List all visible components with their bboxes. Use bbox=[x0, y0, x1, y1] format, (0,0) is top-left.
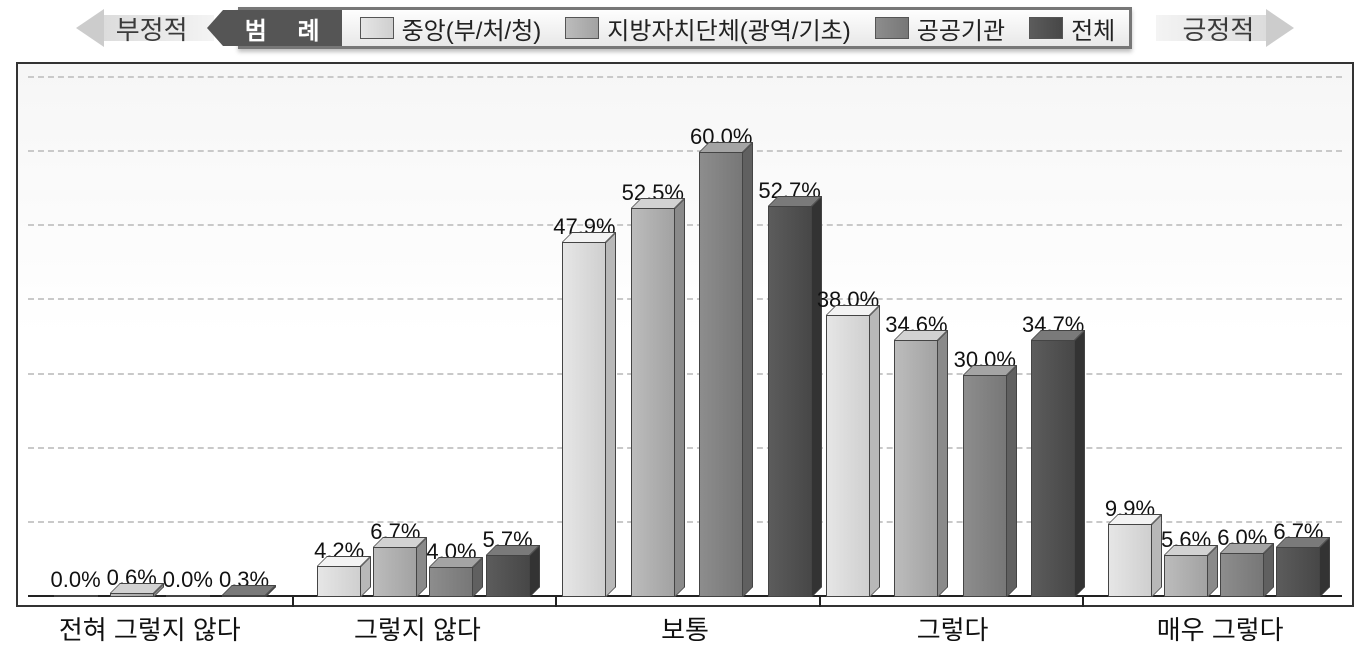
bar-total: 5.7% bbox=[483, 527, 533, 597]
bar-total: 52.7% bbox=[758, 178, 820, 597]
bar-group: 47.9%52.5%60.0%52.7% bbox=[585, 124, 789, 597]
negative-arrow: 부정적 bbox=[76, 9, 226, 47]
plot-area: 0.0%0.6%0.0%0.3%4.2%6.7%4.0%5.7%47.9%52.… bbox=[28, 82, 1342, 597]
x-axis-label: 전혀 그렇지 않다 bbox=[16, 610, 284, 647]
bar-total: 6.7% bbox=[1273, 519, 1323, 597]
legend-item-public: 공공기관 bbox=[875, 11, 1005, 46]
bar-public: 0.0% bbox=[163, 567, 213, 597]
bar-central: 4.2% bbox=[314, 538, 364, 597]
legend: 범 례 중앙(부/처/청)지방자치단체(광역/기초)공공기관전체 bbox=[238, 7, 1133, 49]
bar-group: 38.0%34.6%30.0%34.7% bbox=[849, 287, 1053, 597]
legend-item-total: 전체 bbox=[1029, 11, 1115, 46]
legend-label: 지방자치단체(광역/기초) bbox=[607, 11, 850, 46]
header-row: 부정적 범 례 중앙(부/처/청) 지방자치단체(광역/기초) 공공기관 전체 긍정적 bbox=[0, 6, 1370, 50]
legend-label: 공공기관 bbox=[917, 11, 1005, 46]
bar-group: 0.0%0.6%0.0%0.3% bbox=[58, 565, 262, 597]
bar-central: 9.9% bbox=[1105, 496, 1155, 597]
legend-label: 전체 bbox=[1071, 11, 1115, 46]
negative-arrow-label: 부정적 bbox=[116, 10, 188, 47]
x-axis-label: 매우 그렇다 bbox=[1086, 610, 1354, 647]
bar-total: 34.7% bbox=[1022, 312, 1084, 597]
legend-item-local: 지방자치단체(광역/기초) bbox=[565, 11, 850, 46]
x-axis-labels: 전혀 그렇지 않다그렇지 않다보통그렇다매우 그렇다 bbox=[16, 610, 1354, 647]
x-axis-label: 그렇다 bbox=[819, 610, 1087, 647]
bar-group: 4.2%6.7%4.0%5.7% bbox=[321, 519, 525, 597]
bar-local: 0.6% bbox=[107, 565, 157, 597]
bar-value-label: 0.0% bbox=[50, 567, 100, 593]
gridline bbox=[28, 76, 1342, 78]
positive-arrow: 긍정적 bbox=[1144, 9, 1294, 47]
x-tick bbox=[1082, 597, 1084, 607]
bar-group: 9.9%5.6%6.0%6.7% bbox=[1112, 496, 1316, 597]
legend-swatch bbox=[565, 17, 599, 39]
bar-public: 60.0% bbox=[690, 124, 752, 597]
bar-local: 6.7% bbox=[370, 519, 420, 597]
bar-central: 0.0% bbox=[50, 567, 100, 597]
bar-local: 34.6% bbox=[885, 312, 947, 597]
bar-total: 0.3% bbox=[219, 567, 269, 597]
legend-item-central: 중앙(부/처/청) bbox=[360, 11, 542, 46]
chart-frame: 0.0%0.6%0.0%0.3%4.2%6.7%4.0%5.7%47.9%52.… bbox=[16, 62, 1354, 607]
bar-central: 38.0% bbox=[817, 287, 879, 597]
bar-central: 47.9% bbox=[553, 214, 615, 597]
x-axis-label: 그렇지 않다 bbox=[284, 610, 552, 647]
x-axis-label: 보통 bbox=[551, 610, 819, 647]
x-tick bbox=[819, 597, 821, 607]
legend-label: 중앙(부/처/청) bbox=[402, 11, 542, 46]
legend-swatch bbox=[875, 17, 909, 39]
legend-swatch bbox=[360, 17, 394, 39]
bar-local: 5.6% bbox=[1161, 527, 1211, 597]
x-tick bbox=[555, 597, 557, 607]
bar-local: 52.5% bbox=[622, 180, 684, 597]
x-tick bbox=[292, 597, 294, 607]
bar-public: 4.0% bbox=[426, 539, 476, 597]
bar-public: 6.0% bbox=[1217, 525, 1267, 597]
positive-arrow-label: 긍정적 bbox=[1182, 10, 1254, 47]
legend-title: 범 례 bbox=[223, 10, 342, 46]
bar-value-label: 0.0% bbox=[163, 567, 213, 593]
legend-swatch bbox=[1029, 17, 1063, 39]
bar-public: 30.0% bbox=[954, 347, 1016, 597]
